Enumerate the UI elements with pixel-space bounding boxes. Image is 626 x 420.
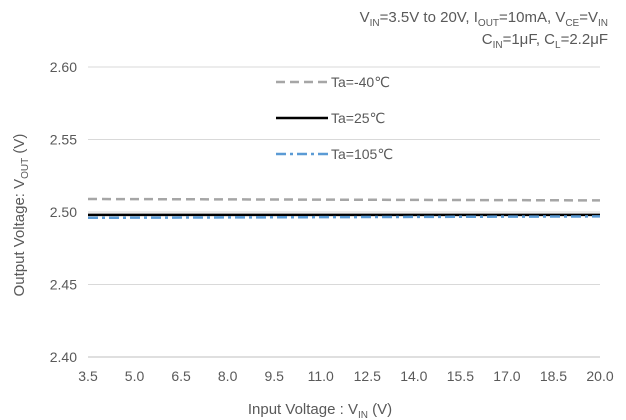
y-tick-label: 2.55 xyxy=(50,132,77,148)
y-tick-label: 2.45 xyxy=(50,277,77,293)
y-tick-label: 2.50 xyxy=(50,204,77,220)
x-tick-label: 17.0 xyxy=(493,368,520,384)
y-tick-label: 2.60 xyxy=(50,59,77,75)
y-axis-title: Output Voltage: VOUT (V) xyxy=(11,134,31,297)
legend: Ta=-40℃ Ta=25℃ Ta=105℃ xyxy=(276,74,393,162)
x-tick-labels: 3.5 5.0 6.5 8.0 9.5 11.0 12.5 14.0 15.5 17.0 18.5 2… xyxy=(78,368,614,384)
x-tick-label: 14.0 xyxy=(400,368,427,384)
x-axis-title: Input Voltage : VIN (V) xyxy=(248,401,392,420)
gridlines xyxy=(88,66,600,285)
x-tick-label: 8.0 xyxy=(218,368,238,384)
conditions-line-1: VIN=3.5V to 20V, IOUT=10mA, VCE=VIN xyxy=(360,9,608,29)
x-tick-label: 12.5 xyxy=(354,368,381,384)
y-tick-label: 2.40 xyxy=(50,349,77,365)
x-tick-label: 18.5 xyxy=(540,368,567,384)
legend-label: Ta=25℃ xyxy=(331,110,385,126)
series-line xyxy=(87,197,601,202)
x-tick-label: 15.5 xyxy=(447,368,474,384)
legend-label: Ta=-40℃ xyxy=(331,74,390,90)
x-tick-label: 5.0 xyxy=(125,368,145,384)
x-tick-label: 9.5 xyxy=(264,368,284,384)
series-lines xyxy=(87,197,601,220)
x-tick-label: 3.5 xyxy=(78,368,98,384)
x-tick-label: 20.0 xyxy=(586,368,613,384)
legend-label: Ta=105℃ xyxy=(331,146,393,162)
x-tick-label: 11.0 xyxy=(308,368,334,384)
y-tick-labels: 2.40 2.45 2.50 2.55 2.60 xyxy=(50,59,77,365)
series-line xyxy=(87,215,601,220)
x-tick-label: 6.5 xyxy=(171,368,191,384)
conditions-line-2: CIN=1μF, CL=2.2μF xyxy=(482,31,608,51)
